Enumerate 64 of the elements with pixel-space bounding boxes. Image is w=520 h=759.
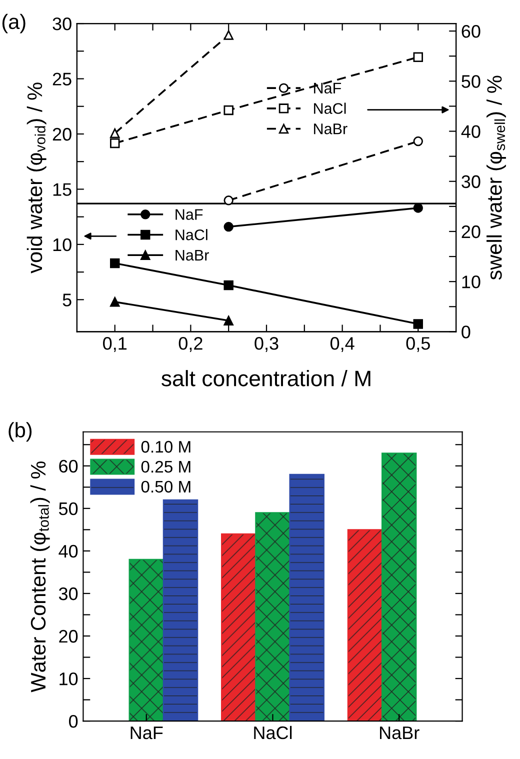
y2-tick-label: 10 xyxy=(462,276,480,288)
legend-label: 0.25 M xyxy=(141,460,190,473)
legend-label: NaBr xyxy=(314,124,348,134)
y-tick-label: 30 xyxy=(52,17,72,30)
y2-tick-label: 0 xyxy=(462,326,470,338)
y-tick-label: 15 xyxy=(53,183,72,196)
point xyxy=(224,316,234,326)
bar xyxy=(381,452,417,722)
x-tick-label: NaF xyxy=(130,726,163,740)
point xyxy=(224,105,234,116)
legend-label: 0.50 M xyxy=(141,480,190,493)
y-tick-label: 30 xyxy=(58,587,78,600)
y2-tick-label: 30 xyxy=(462,175,480,188)
y2-tick-label: 20 xyxy=(462,225,480,238)
y2-tick-label: 60 xyxy=(462,24,480,38)
point xyxy=(413,319,423,329)
point xyxy=(224,196,234,206)
bar xyxy=(221,533,256,722)
x-tick-label: 0,1 xyxy=(103,337,127,352)
y-axis-title: void water (φ$_{void}$) / % xyxy=(26,82,46,274)
x-tick-label: NaCl xyxy=(254,726,292,740)
legend-label: NaF xyxy=(176,209,203,220)
x-tick-label: 0,3 xyxy=(254,337,278,352)
bar xyxy=(128,558,164,722)
x-tick-label: 0,4 xyxy=(330,337,354,352)
y2-tick-label: 50 xyxy=(462,75,480,88)
x-tick-label: NaBr xyxy=(380,726,420,740)
y-tick-label: 10 xyxy=(60,672,78,686)
point xyxy=(413,203,423,213)
chart-title: (b) xyxy=(8,422,32,442)
y-tick-label: 5 xyxy=(62,294,72,306)
y-tick-label: 50 xyxy=(58,502,78,516)
x-axis-title: salt concentration / M xyxy=(162,370,370,386)
y-tick-label: 0 xyxy=(69,714,78,728)
chart-title: (a) xyxy=(2,14,26,34)
point xyxy=(110,258,120,268)
point xyxy=(413,52,423,62)
legend-label: NaBr xyxy=(176,250,209,261)
legend-label: NaCl xyxy=(314,102,346,114)
point xyxy=(224,222,234,232)
legend-label: 0.10 M xyxy=(141,440,190,453)
point xyxy=(110,128,120,138)
y-tick-label: 20 xyxy=(52,128,72,141)
y-tick-label: 20 xyxy=(59,630,78,643)
point xyxy=(413,136,423,146)
bar xyxy=(347,529,383,722)
legend-label: NaF xyxy=(314,82,342,94)
bar xyxy=(162,499,198,722)
y-tick-label: 25 xyxy=(52,72,72,86)
x-tick-label: 0,2 xyxy=(178,337,202,352)
bar xyxy=(289,474,324,722)
x-tick-label: 0,5 xyxy=(406,337,430,352)
y-tick-label: 60 xyxy=(59,460,78,473)
y2-tick-label: 40 xyxy=(461,125,480,138)
legend-label: NaCl xyxy=(176,229,208,240)
y2-axis-title: swell water (φ$_{swell}$) / % xyxy=(486,76,506,280)
y-tick-label: 40 xyxy=(58,544,78,558)
y-axis-title: Water Content (φ$_{total}$) / % xyxy=(30,461,50,692)
point xyxy=(224,30,234,40)
point xyxy=(110,297,120,307)
bar xyxy=(255,512,290,722)
y-tick-label: 10 xyxy=(53,238,72,252)
point xyxy=(110,138,120,148)
point xyxy=(224,280,234,290)
